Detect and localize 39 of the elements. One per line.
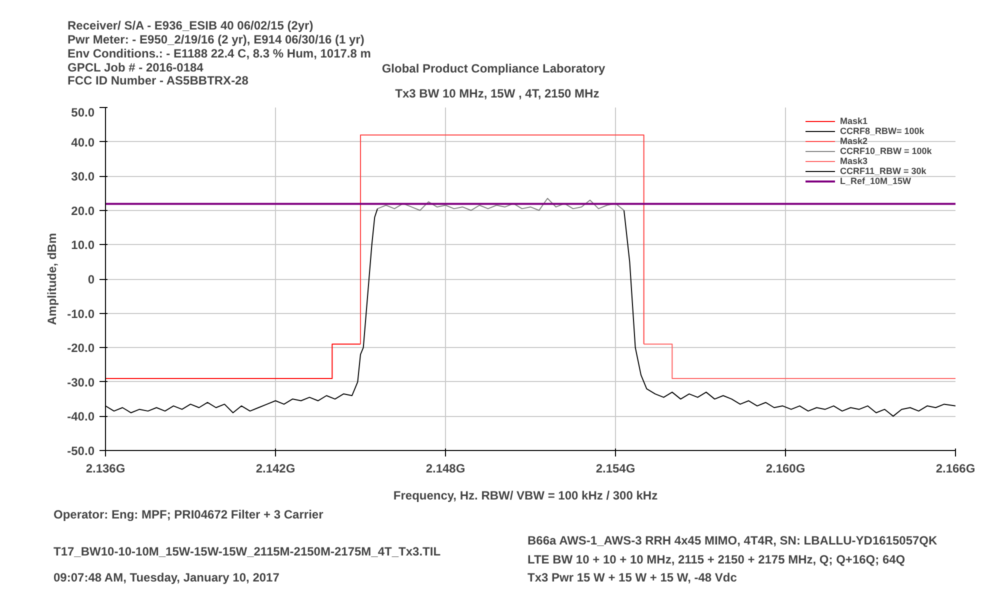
x-axis-title: Frequency, Hz. RBW/ VBW = 100 kHz / 300 kHz [393, 488, 658, 502]
text: Env Conditions.: - E1188 22.4 C, 8.3 % Hum, 1017.8 m [68, 46, 371, 60]
text: Receiver/ S/A - E936_ESIB 40 06/02/15 (2yr) [68, 18, 314, 32]
legend-label: CCRF8_RBW= 100k [840, 126, 924, 136]
legend-label: Mask3 [840, 156, 868, 166]
legend-label: Mask1 [840, 116, 868, 126]
y-tick-label: 30.0 [71, 170, 95, 184]
legend-label: CCRF10_RBW = 100k [840, 146, 932, 156]
y-tick-label: -30.0 [67, 375, 95, 390]
text: GPCL Job # - 2016-0184 [68, 60, 204, 74]
chart-subtitle: Global Product Compliance Laboratory [382, 62, 606, 76]
legend-label: L_Ref_10M_15W [840, 176, 912, 186]
text: LTE BW 10 + 10 + 10 MHz, 2115 + 2150 + 2175 MHz, Q; Q+16Q; 64Q [528, 552, 906, 566]
x-tick-label: 2.160G [766, 462, 806, 476]
y-tick-label: 40.0 [71, 135, 95, 150]
y-tick-label: -10.0 [67, 306, 95, 321]
y-tick-label: 0 [88, 272, 95, 286]
x-tick-label: 2.148G [426, 462, 466, 476]
chart-title: Tx3 BW 10 MHz, 15W , 4T, 2150 MHz [395, 86, 600, 100]
y-tick-label: 10.0 [71, 238, 95, 252]
y-tick-label: 50.0 [71, 106, 95, 120]
x-tick-label: 2.136G [86, 462, 126, 476]
x-tick-label: 2.166G [936, 462, 976, 476]
legend-label: CCRF11_RBW = 30k [840, 166, 926, 176]
text: Tx3 Pwr 15 W + 15 W + 15 W, -48 Vdc [528, 570, 738, 584]
x-tick-label: 2.154G [596, 462, 636, 476]
text: T17_BW10-10-10M_15W-15W-15W_2115M-2150M-2175M_4T_Tx3.TIL [54, 544, 441, 558]
y-tick-label: 20.0 [71, 204, 95, 218]
text: 09:07:48 AM, Tuesday, January 10, 2017 [54, 570, 280, 584]
x-tick-label: 2.142G [256, 462, 296, 476]
y-tick-label: -50.0 [67, 444, 95, 458]
text: FCC ID Number - AS5BBTRX-28 [68, 74, 249, 88]
text: Operator: Eng: MPF; PRI04672 Filter + 3 Carrier [54, 508, 324, 522]
text: Pwr Meter: - E950_2/19/16 (2 yr), E914 06/30/16 (1 yr) [68, 32, 364, 46]
y-tick-label: -40.0 [67, 410, 95, 424]
text: B66a AWS-1_AWS-3 RRH 4x45 MIMO, 4T4R, SN: LBALLU-YD1615057QK [528, 534, 938, 548]
y-axis-title: Amplitude, dBm [45, 233, 60, 325]
y-tick-label: -20.0 [67, 341, 95, 356]
legend-label: Mask2 [840, 136, 868, 146]
